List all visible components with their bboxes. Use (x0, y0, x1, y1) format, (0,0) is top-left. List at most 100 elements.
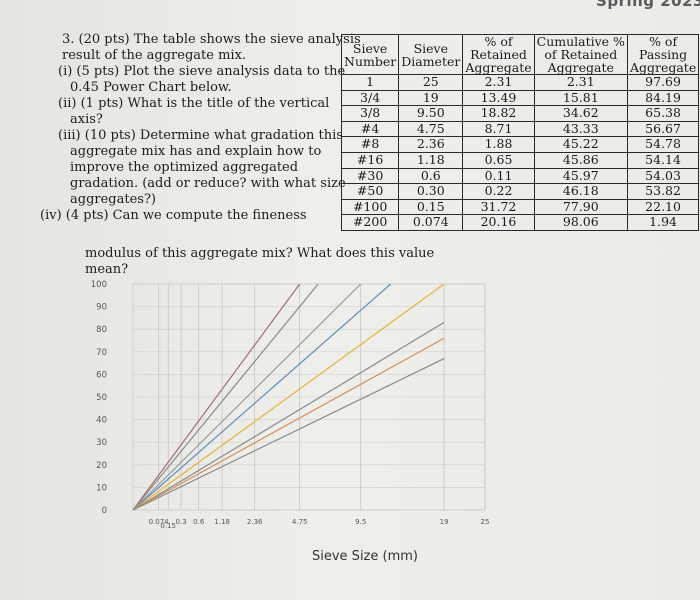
plot-frame (132, 283, 486, 511)
table-cell: 18.82 (462, 105, 535, 122)
x-tick-label: 2.36 (247, 518, 263, 526)
table-header-cell: % of Passing Aggregate (626, 34, 700, 75)
x-axis-label: Sieve Size (mm) (312, 549, 418, 564)
table-cell: #100 (340, 198, 400, 216)
table-cell: 1 (340, 74, 400, 91)
table-cell: 34.62 (533, 105, 628, 122)
question-part-ii: (ii) (1 pts) What is the title of the ve… (58, 96, 330, 127)
table-cell: 31.72 (462, 198, 535, 216)
question-intro: 3. (20 pts) The table shows the sieve an… (62, 32, 361, 63)
table-cell: #4 (340, 120, 400, 138)
table-header-cell: Cumulative % of Retained Aggregate (533, 34, 628, 75)
y-tick-label: 0 (102, 506, 107, 516)
table-cell: 97.69 (626, 74, 700, 91)
y-tick-label: 60 (96, 370, 107, 380)
table-cell: #8 (340, 136, 400, 153)
table-cell: 65.38 (626, 105, 700, 122)
table-row: #50 0.30 0.22 46.18 53.82 (340, 183, 700, 200)
header-line: Sieve (413, 40, 448, 56)
table-cell: 19 (398, 89, 464, 107)
table-row: #8 2.36 1.88 45.22 54.78 (340, 136, 700, 153)
table-cell: 46.18 (533, 183, 628, 200)
header-line: Aggregate (629, 60, 697, 75)
table-cell: 54.03 (626, 167, 700, 185)
y-tick-label: 80 (96, 325, 107, 335)
x-tick-label: 9.5 (355, 518, 366, 526)
table-cell: 1.18 (398, 151, 464, 169)
table-cell: 43.33 (533, 120, 628, 138)
table-row: #30 0.6 0.11 45.97 54.03 (340, 167, 700, 185)
y-tick-label: 20 (96, 461, 107, 471)
table-row: 3/4 19 13.49 15.81 84.19 (340, 89, 700, 107)
header-line: Retained (470, 47, 527, 62)
x-tick-label: 0.15 (160, 522, 176, 530)
table-row: #100 0.15 31.72 77.90 22.10 (340, 198, 700, 216)
question-part-i: (i) (5 pts) Plot the sieve analysis data… (58, 64, 346, 95)
y-tick-label: 100 (91, 280, 107, 290)
series-line-8 (132, 358, 445, 511)
table-cell: 22.10 (626, 198, 700, 216)
table-header-cell: % of Retained Aggregate (462, 34, 535, 75)
table-cell: 84.19 (626, 89, 700, 107)
table-cell: 54.78 (626, 136, 700, 153)
table-header-row: Sieve Number Sieve Diameter% of Retained Aggr… (340, 34, 700, 75)
y-tick-label: 40 (96, 416, 107, 426)
table-cell: 2.36 (398, 136, 464, 153)
table-cell: #30 (340, 167, 400, 185)
table-cell: 53.82 (626, 183, 700, 200)
table-cell: 54.14 (626, 151, 700, 169)
x-tick-label: 0.3 (176, 518, 187, 526)
series-line-6 (132, 321, 445, 511)
header-line: Passing (638, 47, 688, 62)
header-line: Sieve (352, 40, 388, 56)
header-line: Diameter (401, 53, 461, 69)
y-tick-label: 90 (96, 303, 107, 313)
sieve-analysis-table: Sieve Number Sieve Diameter% of Retained Aggr… (340, 34, 700, 231)
question-part-iv: (iv) (4 pts) Can we compute the fineness (40, 208, 307, 223)
series-line-7 (132, 337, 445, 511)
x-tick-label: 0.6 (193, 518, 205, 526)
table-cell: 0.6 (398, 167, 464, 185)
table-cell: 56.67 (626, 120, 700, 138)
question-part-iv-continued: modulus of this aggregate mix? What does… (85, 246, 435, 277)
x-tick-label: 0.074 (149, 518, 170, 526)
table-row: 3/8 9.50 18.82 34.62 65.38 (340, 105, 700, 122)
table-header-cell: Sieve Diameter (398, 34, 464, 75)
table-row: #200 0.074 20.16 98.06 1.94 (340, 214, 700, 231)
table-cell: 0.22 (462, 183, 535, 200)
series-line-1 (132, 283, 301, 511)
table-cell: 13.49 (462, 89, 535, 107)
y-tick-label: 10 (96, 483, 107, 493)
header-line: % of (649, 34, 678, 49)
table-cell: 20.16 (462, 214, 535, 231)
table-cell: 8.71 (462, 120, 535, 138)
y-axis-ticks: 0 10 20 30 40 50 60 70 80 90 100 (91, 280, 107, 516)
question-part-iii: (iii) (10 pts) Determine what gradation … (58, 128, 346, 207)
series-line-5 (132, 283, 445, 511)
table-cell: 0.11 (462, 167, 535, 185)
table-cell: #200 (340, 214, 400, 231)
table-cell: 0.074 (398, 214, 464, 231)
table-header-cell: Sieve Number (340, 34, 400, 75)
question-text: 3. (20 pts) The table shows the sieve an… (40, 32, 362, 224)
y-tick-label: 50 (96, 393, 107, 403)
table-cell: 0.30 (398, 183, 464, 200)
header-line: of Retained (544, 47, 618, 62)
table-row: #4 4.75 8.71 43.33 56.67 (340, 120, 700, 138)
table-cell: 9.50 (398, 105, 464, 122)
table-cell: 15.81 (533, 89, 628, 107)
chart-series (132, 283, 445, 511)
x-tick-label: 4.75 (292, 518, 308, 526)
header-line: % of (484, 34, 513, 49)
table-cell: 3/4 (340, 89, 400, 107)
table-cell: 2.31 (462, 74, 535, 91)
x-tick-label: 1.18 (214, 518, 230, 526)
series-line-2 (132, 283, 319, 511)
table-cell: 1.94 (626, 214, 700, 231)
table-cell: 45.86 (533, 151, 628, 169)
semester-header: Spring 2023 (596, 0, 700, 10)
table-cell: 98.06 (533, 214, 628, 231)
